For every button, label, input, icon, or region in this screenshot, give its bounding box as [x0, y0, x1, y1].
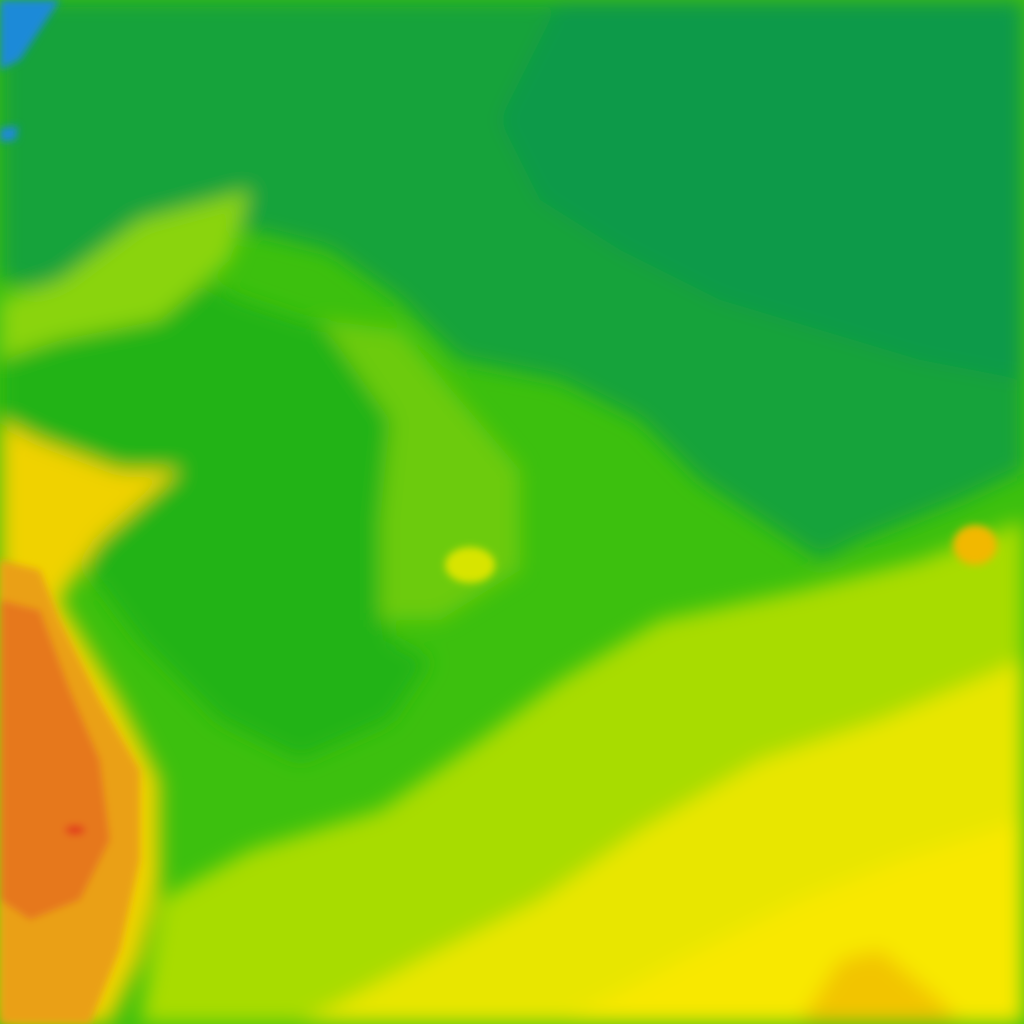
- hot-spot-east: [953, 525, 997, 565]
- hot-region: [560, 820, 1024, 1024]
- coolest-region: [500, 0, 1024, 380]
- land-hottest: [0, 600, 110, 920]
- land-hot-layers: [0, 0, 997, 1024]
- cold-spot: [0, 126, 18, 142]
- hot-spot-red: [65, 825, 85, 835]
- warm-spot: [445, 547, 495, 583]
- hot-spot: [800, 950, 960, 1024]
- cold-corner: [0, 0, 60, 70]
- light-green-band: [0, 190, 250, 360]
- light-green-region: [320, 320, 520, 620]
- deep-green-region: [0, 260, 430, 760]
